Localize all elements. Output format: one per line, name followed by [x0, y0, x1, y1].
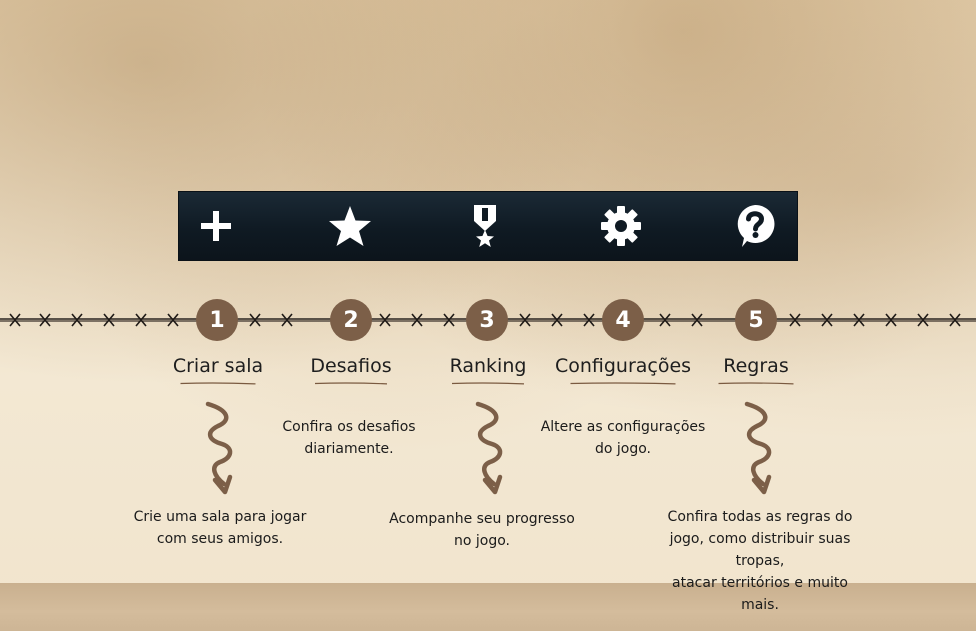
help-icon[interactable] — [732, 203, 778, 249]
star-icon[interactable] — [327, 203, 373, 249]
label-underline — [180, 382, 256, 385]
step-number: 3 — [479, 307, 495, 333]
label-underline — [570, 382, 676, 385]
label-underline — [451, 382, 525, 385]
gear-icon[interactable] — [598, 203, 644, 249]
tutorial-toolbar — [178, 191, 798, 261]
step-number: 1 — [209, 307, 225, 333]
medal-icon[interactable] — [462, 203, 508, 249]
plus-icon[interactable] — [193, 203, 239, 249]
desc-line: Confira os desafios — [282, 419, 416, 435]
step-4-description: Altere as configurações do jogo. — [541, 416, 706, 460]
step-2-description: Confira os desafios diariamente. — [282, 416, 415, 460]
step-1-description: Crie uma sala para jogar com seus amigos… — [134, 506, 307, 550]
desc-line: Acompanhe seu progresso — [389, 511, 575, 527]
desc-line: no jogo. — [454, 533, 510, 549]
step-5-description: Confira todas as regras do jogo, como di… — [652, 506, 868, 616]
desc-line: Altere as configurações — [540, 419, 706, 435]
desc-line: do jogo. — [594, 441, 651, 457]
bottom-band — [0, 583, 976, 631]
step-4-badge: 4 — [602, 299, 644, 341]
desc-line: com seus amigos. — [156, 531, 284, 547]
step-number: 5 — [748, 307, 764, 333]
squiggle-arrow-icon — [475, 401, 503, 495]
squiggle-arrow-icon — [205, 401, 233, 495]
step-3-badge: 3 — [466, 299, 508, 341]
step-label-desafios[interactable]: Desafios — [310, 355, 392, 377]
step-number: 2 — [343, 307, 359, 333]
desc-line: jogo, como distribuir suas tropas, — [669, 531, 851, 569]
step-label-configuracoes[interactable]: Configurações — [554, 355, 692, 377]
step-2-badge: 2 — [330, 299, 372, 341]
squiggle-arrow-icon — [744, 401, 772, 495]
desc-line: atacar territórios e muito mais. — [672, 575, 848, 613]
label-underline — [718, 382, 794, 385]
step-label-criar-sala[interactable]: Criar sala — [172, 355, 264, 377]
step-3-description: Acompanhe seu progresso no jogo. — [389, 508, 575, 552]
step-label-regras[interactable]: Regras — [723, 355, 789, 377]
step-5-badge: 5 — [735, 299, 777, 341]
step-label-ranking[interactable]: Ranking — [449, 355, 527, 377]
desc-line: Crie uma sala para jogar — [133, 509, 307, 525]
step-number: 4 — [615, 307, 631, 333]
barbed-wire-divider — [0, 313, 976, 327]
label-underline — [314, 382, 388, 385]
desc-line: Confira todas as regras do — [667, 509, 853, 525]
step-1-badge: 1 — [196, 299, 238, 341]
desc-line: diariamente. — [304, 441, 394, 457]
